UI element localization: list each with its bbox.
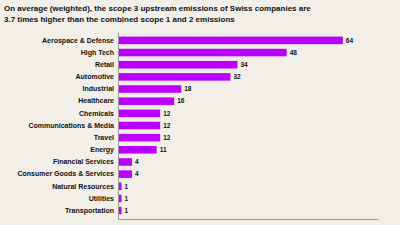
background	[0, 0, 400, 225]
data-label: 1	[125, 183, 129, 190]
data-label: 34	[240, 61, 248, 68]
y-tick: Healthcare	[78, 97, 114, 104]
y-tick-label: Retail	[95, 61, 114, 68]
y-axis-line	[118, 33, 119, 220]
data-label: 18	[184, 85, 192, 92]
bar	[118, 73, 230, 81]
y-tick-label: Aerospace & Defense	[42, 37, 114, 45]
y-tick: Transportation	[65, 207, 114, 215]
bar	[118, 49, 287, 57]
data-label: 64	[346, 37, 354, 44]
y-axis: Aerospace & Defense High Tech Retail Automo…	[18, 33, 119, 220]
bars	[118, 37, 343, 215]
title: On average (weighted), the scope 3 upstr…	[4, 4, 311, 13]
y-tick-label: Automotive	[76, 73, 115, 80]
data-label: 4	[135, 158, 139, 165]
x-axis-line	[119, 219, 379, 220]
y-tick: Travel	[94, 134, 114, 141]
y-tick: Consumer Goods & Services	[18, 170, 115, 177]
x-axis	[119, 219, 379, 220]
data-label: 48	[290, 49, 298, 56]
data-label: 12	[163, 134, 171, 141]
bar	[118, 61, 237, 69]
data-label: 16	[177, 97, 185, 104]
data-label: 32	[233, 73, 241, 80]
y-tick: Retail	[95, 61, 114, 68]
data-label: 12	[163, 110, 171, 117]
data-label: 4	[135, 170, 139, 177]
y-tick: Energy	[90, 146, 114, 154]
data-label: 11	[160, 146, 167, 153]
data-label: 1	[125, 207, 129, 214]
y-tick-label: Utilities	[89, 195, 114, 202]
y-tick: Utilities	[89, 195, 114, 202]
bar	[118, 134, 160, 142]
y-tick-label: Healthcare	[78, 97, 114, 104]
bar	[118, 85, 181, 93]
subtitle: 3.7 times higher than the combined scope…	[4, 15, 235, 24]
y-tick-label: High Tech	[81, 49, 114, 57]
data-labels: 6448343218161212121144111	[125, 37, 354, 214]
y-tick: Chemicals	[79, 110, 114, 117]
data-label: 1	[125, 195, 129, 202]
y-tick: Natural Resources	[52, 183, 114, 190]
chart: On average (weighted), the scope 3 upstr…	[0, 0, 400, 225]
y-tick: Aerospace & Defense	[42, 37, 114, 45]
bar	[118, 158, 132, 166]
y-tick-label: Energy	[90, 146, 114, 154]
y-tick: High Tech	[81, 49, 114, 57]
data-label: 12	[163, 122, 171, 129]
plot: Aerospace & Defense High Tech Retail Automo…	[18, 33, 379, 220]
y-tick: Financial Services	[53, 158, 114, 165]
y-tick-label: Consumer Goods & Services	[18, 170, 115, 177]
bar	[118, 146, 157, 154]
y-tick-label: Financial Services	[53, 158, 114, 165]
bar	[118, 37, 343, 45]
y-tick: Automotive	[76, 73, 115, 80]
y-tick-label: Travel	[94, 134, 114, 141]
y-tick-label: Chemicals	[79, 110, 114, 117]
bar	[118, 97, 174, 105]
y-tick-label: Communications & Media	[28, 122, 114, 129]
y-tick: Communications & Media	[28, 122, 114, 129]
bar	[118, 122, 160, 130]
bar	[118, 110, 160, 118]
bar	[118, 170, 132, 178]
y-tick-label: Industrial	[82, 85, 114, 92]
y-tick: Industrial	[82, 85, 114, 92]
y-tick-label: Transportation	[65, 207, 114, 215]
y-tick-label: Natural Resources	[52, 183, 114, 190]
